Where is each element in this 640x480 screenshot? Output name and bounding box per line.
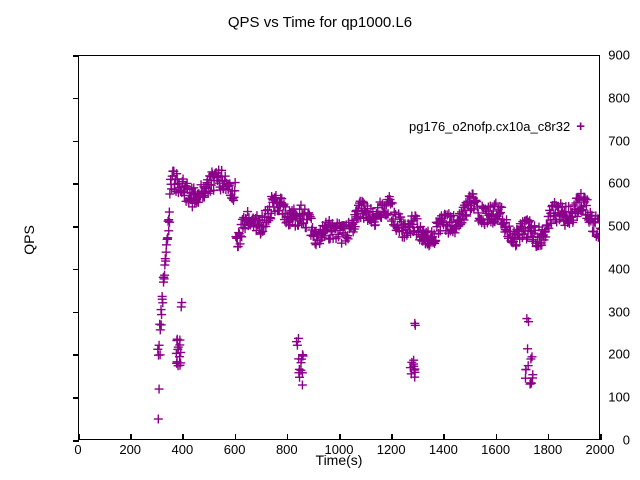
x-tick-mark (391, 434, 393, 440)
x-tick-label: 0 (74, 442, 81, 457)
y-tick-label: 300 (608, 304, 630, 319)
x-tick-label: 2000 (586, 442, 615, 457)
x-tick-mark (130, 434, 132, 440)
x-tick-mark (600, 434, 602, 440)
y-tick-mark (73, 226, 79, 228)
x-tick-label: 600 (224, 442, 246, 457)
plot-area: pg176_o2nofp.cx10a_c8r32 + (78, 55, 600, 440)
y-tick-label: 500 (608, 219, 630, 234)
y-tick-mark (73, 183, 79, 185)
y-tick-label: 800 (608, 90, 630, 105)
x-tick-label: 800 (276, 442, 298, 457)
y-tick-mark (73, 397, 79, 399)
x-tick-mark (182, 434, 184, 440)
chart-title: QPS vs Time for qp1000.L6 (0, 14, 640, 31)
y-tick-mark (73, 98, 79, 100)
y-tick-mark (73, 269, 79, 271)
y-tick-mark (73, 55, 79, 57)
x-tick-label: 400 (172, 442, 194, 457)
y-tick-mark (73, 312, 79, 314)
chart-container: QPS vs Time for qp1000.L6 QPS Time(s) pg… (0, 0, 640, 480)
y-tick-label: 900 (608, 48, 630, 63)
x-tick-mark (443, 434, 445, 440)
x-tick-mark (78, 434, 80, 440)
y-tick-label: 200 (608, 347, 630, 362)
x-tick-mark (496, 434, 498, 440)
scatter-svg-canvas (79, 56, 599, 439)
y-tick-label: 100 (608, 390, 630, 405)
y-tick-mark (73, 141, 79, 143)
x-tick-label: 1800 (533, 442, 562, 457)
legend-text: pg176_o2nofp.cx10a_c8r32 (409, 119, 570, 134)
legend-box: pg176_o2nofp.cx10a_c8r32 + (409, 118, 585, 135)
x-tick-label: 1400 (429, 442, 458, 457)
x-tick-mark (339, 434, 341, 440)
x-tick-label: 1600 (481, 442, 510, 457)
y-tick-label: 700 (608, 133, 630, 148)
y-tick-label: 0 (623, 433, 630, 448)
y-axis-label: QPS (21, 225, 37, 255)
x-tick-mark (235, 434, 237, 440)
x-tick-label: 1000 (325, 442, 354, 457)
y-tick-mark (73, 354, 79, 356)
x-tick-label: 1200 (377, 442, 406, 457)
y-tick-label: 400 (608, 261, 630, 276)
y-tick-label: 600 (608, 176, 630, 191)
x-tick-mark (548, 434, 550, 440)
x-tick-label: 200 (119, 442, 141, 457)
x-tick-mark (287, 434, 289, 440)
legend-marker-icon: + (576, 118, 585, 135)
